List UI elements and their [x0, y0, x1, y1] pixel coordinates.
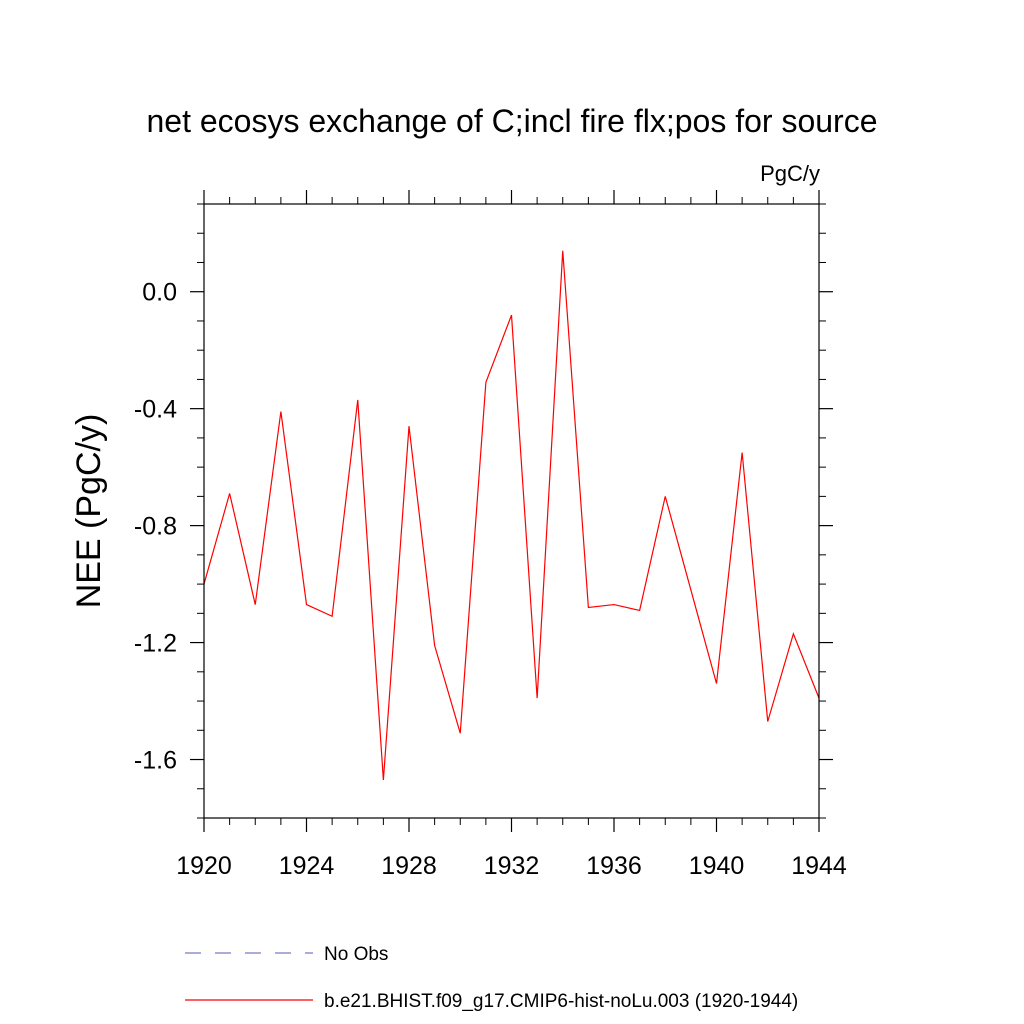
units-label: PgC/y	[760, 161, 820, 186]
y-tick-label: -1.2	[134, 630, 177, 658]
y-axis-label: NEE (PgC/y)	[70, 414, 108, 609]
y-tick-label: 0.0	[142, 279, 177, 307]
x-tick-label: 1944	[791, 852, 847, 880]
legend: No Obs b.e21.BHIST.f09_g17.CMIP6-hist-no…	[185, 944, 798, 1012]
major-ticks	[190, 190, 833, 832]
x-tick-label: 1924	[279, 852, 335, 880]
x-tick-labels: 1920 1924 1928 1932 1936 1940 1944	[176, 852, 847, 880]
series-layer	[203, 250, 820, 781]
minor-ticks	[197, 197, 826, 825]
legend-label-model-run: b.e21.BHIST.f09_g17.CMIP6-hist-noLu.003 …	[324, 991, 798, 1012]
x-tick-label: 1932	[484, 852, 540, 880]
y-tick-label: -0.4	[134, 396, 177, 424]
x-tick-label: 1928	[381, 852, 437, 880]
y-tick-labels: 0.0 -0.4 -0.8 -1.2 -1.6	[134, 279, 177, 775]
y-tick-label: -1.6	[134, 747, 177, 775]
series-line-model-run	[203, 250, 820, 781]
plot-frame	[203, 203, 820, 819]
x-tick-label: 1940	[689, 852, 745, 880]
x-tick-label: 1920	[176, 852, 232, 880]
chart-title: net ecosys exchange of C;incl fire flx;p…	[146, 103, 877, 139]
legend-label-no-obs: No Obs	[324, 944, 388, 965]
y-tick-label: -0.8	[134, 513, 177, 541]
x-tick-label: 1936	[586, 852, 642, 880]
